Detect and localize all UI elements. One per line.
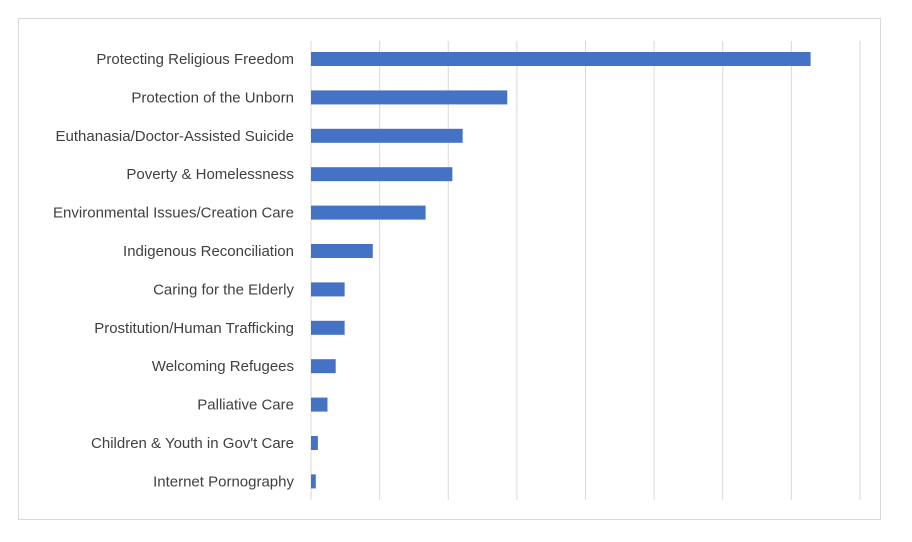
category-label: Environmental Issues/Creation Care xyxy=(53,205,294,222)
category-labels: Protecting Religious Freedom Protection o… xyxy=(53,51,294,490)
bar xyxy=(311,397,328,412)
category-label: Poverty & Homelessness xyxy=(126,166,294,183)
chart-frame: Protecting Religious Freedom Protection o… xyxy=(18,18,881,520)
bar xyxy=(311,282,345,297)
bar xyxy=(311,320,345,335)
bar xyxy=(311,436,318,450)
category-label: Internet Pornography xyxy=(153,473,294,490)
bar-chart: Protecting Religious Freedom Protection o… xyxy=(53,41,861,500)
bar xyxy=(311,359,336,374)
category-label: Protection of the Unborn xyxy=(131,89,294,106)
bar xyxy=(311,167,453,182)
category-label: Indigenous Reconciliation xyxy=(123,243,294,260)
category-label: Welcoming Refugees xyxy=(152,358,294,375)
category-label: Children & Youth in Gov't Care xyxy=(91,435,294,452)
category-label: Protecting Religious Freedom xyxy=(96,51,294,68)
category-label: Euthanasia/Doctor-Assisted Suicide xyxy=(56,128,294,145)
category-label: Prostitution/Human Trafficking xyxy=(94,320,294,337)
bar xyxy=(311,52,811,66)
bar xyxy=(311,90,508,105)
bars xyxy=(311,52,811,489)
gridlines xyxy=(310,41,861,500)
bar xyxy=(311,244,373,258)
category-label: Palliative Care xyxy=(197,397,294,414)
bar xyxy=(311,128,463,143)
bar xyxy=(311,205,426,220)
bar xyxy=(311,474,316,489)
category-label: Caring for the Elderly xyxy=(153,281,294,298)
